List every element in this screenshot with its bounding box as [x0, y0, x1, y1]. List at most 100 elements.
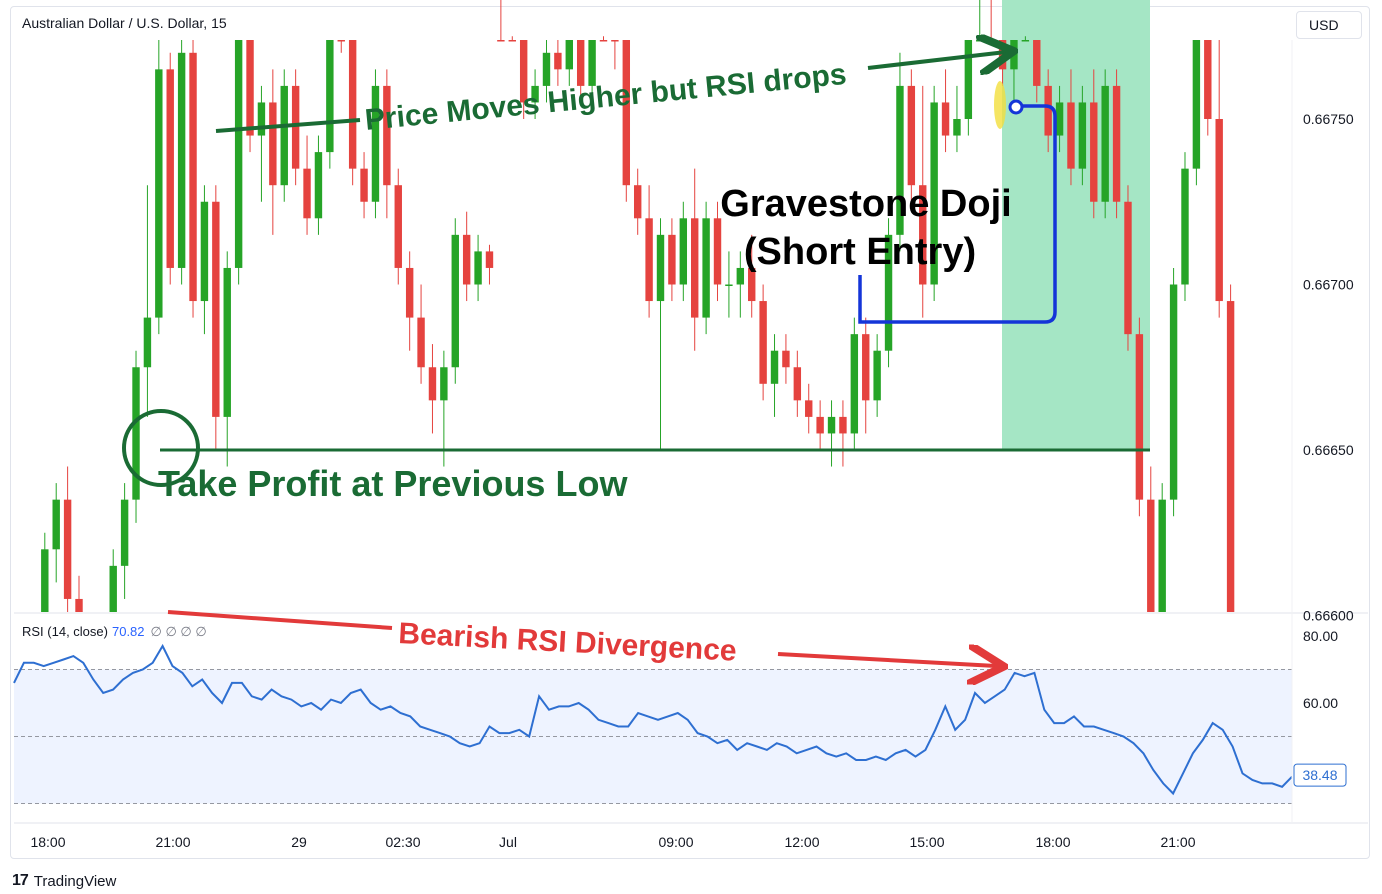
candle	[52, 483, 60, 583]
candle	[976, 0, 984, 42]
candle-body	[257, 102, 266, 136]
candle-body	[132, 367, 140, 500]
candle-body	[759, 301, 767, 384]
candle-body	[1158, 499, 1166, 612]
rsi-legend-label: RSI (14, close)	[22, 624, 108, 639]
rsi-tick-label: 80.00	[1303, 628, 1338, 644]
candle	[896, 52, 904, 252]
candle-body	[793, 367, 802, 401]
candle-body	[497, 40, 505, 42]
candle-body	[474, 251, 482, 285]
chart-frame	[10, 6, 1370, 859]
candle	[212, 185, 220, 450]
tradingview-brand[interactable]: 17 TradingView	[12, 872, 116, 890]
candle	[440, 350, 448, 467]
candle	[941, 69, 950, 153]
candle-body	[668, 234, 676, 285]
candle	[531, 69, 539, 119]
candle-body	[41, 549, 49, 612]
candle	[451, 218, 459, 384]
candle-body	[314, 152, 323, 219]
candle-body	[508, 40, 516, 42]
candle-body	[52, 499, 60, 550]
price-arrow-right	[867, 52, 1006, 68]
candle-body	[953, 119, 961, 136]
candle-body	[713, 218, 722, 285]
candle	[1169, 267, 1178, 517]
candle-body	[1204, 40, 1212, 119]
candle	[63, 466, 72, 612]
candle-body	[645, 218, 653, 302]
candle-body	[1169, 284, 1178, 500]
price-arrow-left	[215, 118, 361, 133]
candle	[725, 251, 733, 318]
candle-body	[907, 85, 916, 186]
candle-body	[1124, 201, 1132, 335]
candle	[736, 251, 745, 318]
rsi-arrow-label: Bearish RSI Divergence	[398, 617, 738, 668]
candle	[519, 40, 528, 119]
candle	[1055, 85, 1064, 153]
time-tick-label: 21:00	[1160, 834, 1195, 850]
time-tick-label: 15:00	[909, 834, 944, 850]
candle	[1044, 69, 1052, 153]
candle-body	[611, 40, 619, 42]
candle	[1181, 152, 1189, 302]
candle-body	[941, 102, 950, 136]
rsi-legend-value: 70.82	[111, 624, 145, 639]
candle-body	[554, 52, 562, 70]
candle	[554, 40, 562, 86]
candle-body	[462, 234, 471, 285]
time-tick-label: 12:00	[784, 834, 819, 850]
candle-body	[1055, 102, 1064, 136]
candle	[314, 135, 323, 235]
candle-body	[143, 317, 152, 368]
candle	[713, 201, 722, 302]
candle	[827, 400, 836, 467]
candle-body	[531, 85, 539, 103]
candle	[565, 40, 573, 86]
candle-body	[212, 201, 220, 417]
candle-body	[1044, 85, 1052, 136]
candle-body	[1226, 301, 1235, 612]
time-tick-label: 09:00	[658, 834, 693, 850]
rsi-legend-extra: ∅ ∅ ∅ ∅	[150, 624, 207, 639]
candle	[1124, 185, 1132, 351]
candle-body	[782, 350, 790, 368]
candle	[588, 40, 596, 103]
candle-body	[109, 565, 117, 612]
candle	[1204, 40, 1212, 136]
candle	[633, 168, 642, 235]
time-tick-label: 29	[291, 834, 307, 850]
rsi-tick-label: 60.00	[1303, 695, 1338, 711]
candle	[360, 152, 368, 219]
candle	[1078, 85, 1087, 186]
candle	[326, 40, 334, 169]
tradingview-logo-icon: 17	[12, 872, 29, 889]
candle-body	[588, 40, 596, 86]
currency-button[interactable]: USD	[1296, 11, 1362, 39]
brand-name: TradingView	[33, 872, 117, 890]
candle-body	[736, 267, 745, 285]
candle-body	[234, 40, 243, 268]
candle-body	[976, 40, 984, 42]
candle-body	[599, 40, 608, 42]
candle-body	[75, 598, 83, 612]
candle	[143, 185, 152, 417]
candle	[280, 69, 288, 202]
candle-body	[428, 367, 437, 401]
candle-body	[748, 267, 756, 302]
candle	[839, 400, 847, 467]
candle	[462, 211, 471, 302]
candle-body	[1181, 168, 1189, 285]
time-tick-label: 02:30	[385, 834, 420, 850]
time-tick-label: 18:00	[1035, 834, 1070, 850]
candle-body	[326, 40, 334, 153]
candle-body	[155, 69, 163, 318]
rsi-legend[interactable]: RSI (14, close) 70.82 ∅ ∅ ∅ ∅	[22, 624, 207, 640]
candle-body	[1033, 40, 1041, 86]
candle-body	[440, 367, 448, 401]
candle	[75, 575, 83, 612]
doji-highlight	[994, 81, 1006, 129]
